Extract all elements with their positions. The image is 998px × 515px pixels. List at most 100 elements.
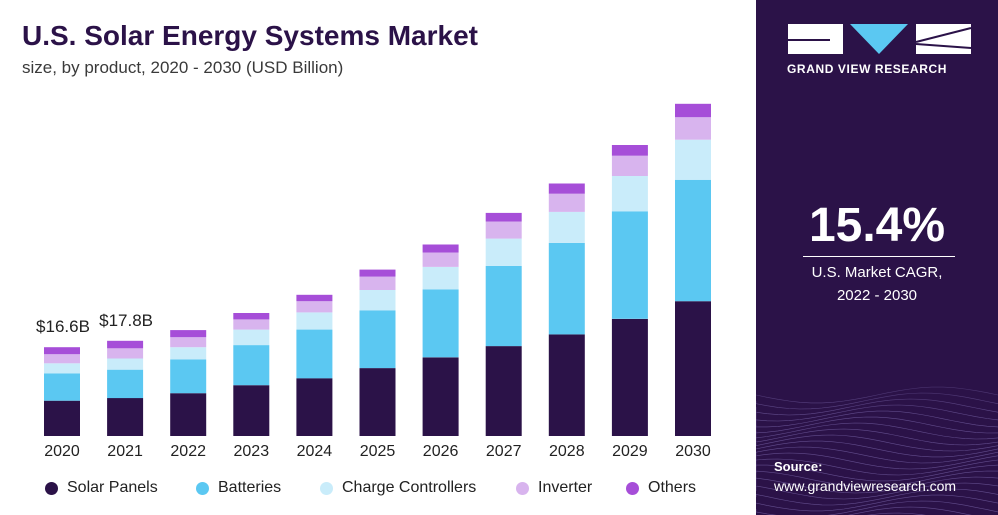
- cagr-divider: [803, 256, 955, 257]
- bar-segment-solar-panels-2023: [233, 385, 270, 436]
- legend-label: Inverter: [538, 479, 593, 496]
- legend-label: Charge Controllers: [342, 479, 477, 496]
- bar-segment-inverter-2026: [422, 252, 459, 267]
- bar-segment-inverter-2030: [675, 117, 711, 140]
- bars-layer: [44, 103, 711, 436]
- bar-segment-solar-panels-2024: [296, 378, 333, 436]
- brand-name: GRAND VIEW RESEARCH: [787, 62, 948, 76]
- bar-segment-charge-controllers-2028: [548, 211, 585, 243]
- bar-segment-solar-panels-2030: [675, 301, 711, 436]
- legend-swatch: [516, 481, 529, 495]
- x-tick-label: 2026: [423, 443, 459, 460]
- bar-segment-others-2023: [233, 313, 270, 320]
- bar-segment-others-2024: [296, 294, 333, 302]
- bar-segment-solar-panels-2022: [170, 393, 207, 436]
- bar-segment-batteries-2028: [548, 242, 585, 335]
- x-tick-label: 2024: [297, 443, 333, 460]
- bar-segment-inverter-2029: [611, 155, 648, 176]
- legend-label: Others: [648, 479, 697, 496]
- legend-item: Charge Controllers: [320, 478, 476, 498]
- x-tick-label: 2022: [170, 443, 206, 460]
- bar-segment-batteries-2029: [611, 211, 648, 319]
- x-tick-label: 2025: [360, 443, 396, 460]
- legend-label: Solar Panels: [67, 479, 158, 496]
- x-tick-label: 2021: [107, 443, 143, 460]
- bar-segment-batteries-2027: [485, 265, 522, 347]
- legend-swatch: [320, 481, 333, 495]
- bar-segment-batteries-2020: [44, 373, 80, 401]
- legend-item: Batteries: [196, 478, 281, 498]
- bar-segment-inverter-2027: [485, 221, 522, 239]
- chart-title: U.S. Solar Energy Systems Market: [22, 20, 478, 51]
- bar-segment-charge-controllers-2024: [296, 312, 333, 330]
- source-label: Source:: [774, 459, 823, 474]
- legend-item: Others: [626, 478, 696, 498]
- bar-segment-inverter-2024: [296, 301, 333, 313]
- chart-panel: U.S. Solar Energy Systems Market size, b…: [22, 20, 711, 498]
- bar-segment-batteries-2024: [296, 329, 333, 379]
- bar-segment-charge-controllers-2025: [359, 290, 396, 311]
- bar-segment-batteries-2030: [675, 179, 711, 302]
- bar-segment-solar-panels-2020: [44, 400, 80, 436]
- bar-segment-inverter-2023: [233, 319, 270, 330]
- total-value-label: $17.8B: [99, 311, 153, 330]
- bar-segment-inverter-2025: [359, 276, 396, 290]
- bar-segment-charge-controllers-2029: [611, 176, 648, 212]
- bar-segment-others-2026: [422, 244, 459, 253]
- bar-segment-solar-panels-2021: [107, 398, 144, 436]
- bar-segment-others-2029: [611, 145, 648, 156]
- bar-segment-batteries-2025: [359, 310, 396, 369]
- legend-item: Solar Panels: [45, 478, 158, 498]
- labels-layer: 2020 $16.6B 2021 $17.8B 2022 2023 2024 2025 2026…: [36, 311, 711, 460]
- bar-segment-charge-controllers-2022: [170, 347, 207, 360]
- bar-segment-batteries-2023: [233, 345, 270, 386]
- bar-segment-charge-controllers-2026: [422, 267, 459, 290]
- x-tick-label: 2030: [675, 443, 711, 460]
- x-tick-label: 2020: [44, 443, 80, 460]
- x-tick-label: 2027: [486, 443, 522, 460]
- total-value-label: $16.6B: [36, 317, 90, 336]
- bar-segment-solar-panels-2026: [422, 357, 459, 436]
- bar-segment-batteries-2026: [422, 289, 459, 358]
- cagr-value: 15.4%: [808, 199, 946, 252]
- source-url: www.grandviewresearch.com: [774, 478, 957, 494]
- bar-segment-others-2027: [485, 212, 522, 222]
- legend-swatch: [45, 481, 58, 495]
- x-tick-label: 2029: [612, 443, 648, 460]
- legend-item: Inverter: [516, 478, 592, 498]
- bar-segment-solar-panels-2027: [485, 346, 522, 436]
- cagr-label: U.S. Market CAGR,: [811, 264, 943, 281]
- legend-swatch: [626, 481, 639, 495]
- bar-segment-batteries-2021: [107, 369, 144, 399]
- bar-segment-others-2025: [359, 269, 396, 277]
- bar-segment-others-2020: [44, 347, 80, 355]
- bar-segment-charge-controllers-2027: [485, 238, 522, 266]
- bar-segment-solar-panels-2025: [359, 368, 396, 436]
- cagr-period: 2022 - 2030: [836, 287, 918, 304]
- bar-segment-others-2021: [107, 340, 144, 349]
- bar-segment-inverter-2022: [170, 337, 207, 348]
- x-tick-label: 2023: [234, 443, 270, 460]
- bar-segment-inverter-2020: [44, 354, 80, 364]
- bar-segment-charge-controllers-2020: [44, 363, 80, 374]
- bar-segment-inverter-2021: [107, 348, 144, 359]
- wave-pattern: [756, 355, 998, 515]
- brand-panel: GRAND VIEW RESEARCH 15.4% U.S. Market CA…: [756, 0, 998, 515]
- bar-segment-batteries-2022: [170, 359, 207, 394]
- bar-segment-others-2028: [548, 183, 585, 194]
- stacked-bar-chart: 2020 $16.6B 2021 $17.8B 2022 2023 2024 2025 2026…: [36, 103, 711, 460]
- bar-segment-solar-panels-2029: [611, 318, 648, 436]
- bar-segment-others-2030: [675, 103, 711, 118]
- bar-segment-charge-controllers-2023: [233, 329, 270, 346]
- grand-view-research-logo: [788, 24, 972, 54]
- legend-label: Batteries: [218, 479, 282, 496]
- legend-swatch: [196, 481, 209, 495]
- bar-segment-charge-controllers-2021: [107, 358, 144, 370]
- x-tick-label: 2028: [549, 443, 585, 460]
- bar-segment-others-2022: [170, 330, 207, 338]
- chart-subtitle: size, by product, 2020 - 2030 (USD Billi…: [22, 58, 344, 77]
- bar-segment-solar-panels-2028: [548, 334, 585, 436]
- bar-segment-inverter-2028: [548, 193, 585, 212]
- bar-segment-charge-controllers-2030: [675, 139, 711, 180]
